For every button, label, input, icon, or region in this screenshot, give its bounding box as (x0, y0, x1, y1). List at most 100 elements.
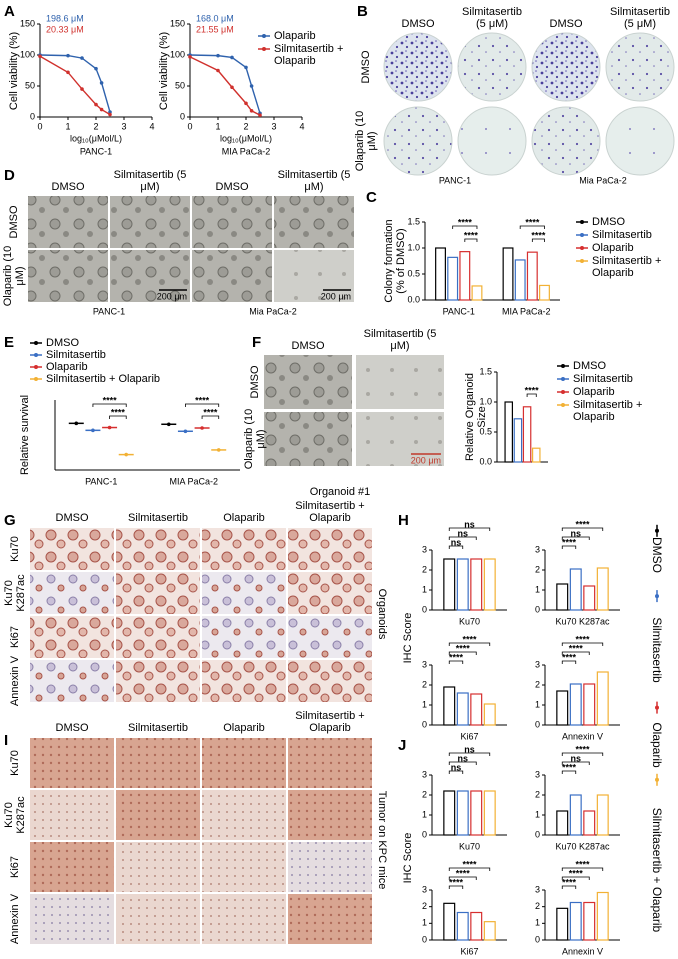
ic50-label: 20.33 μM (46, 24, 84, 34)
legend-marker (655, 777, 659, 782)
micrograph (202, 738, 286, 788)
bar (596, 794, 609, 836)
well-image (531, 106, 601, 176)
micrograph (288, 790, 372, 840)
y-tick-label: 150 (170, 18, 185, 28)
bar (443, 558, 456, 611)
data-point (249, 109, 254, 113)
organoid-title: Organoid #1 (309, 486, 371, 498)
x-tick-label: 1 (65, 121, 70, 131)
bar (514, 259, 526, 301)
significance-label: **** (575, 744, 590, 754)
y-tick-label: 1 (422, 699, 427, 709)
y-tick-label: 50 (25, 80, 35, 90)
y-axis-label: IHC Score (402, 612, 414, 664)
legend-label: DMSO (592, 216, 625, 228)
data-point (74, 421, 79, 426)
data-point (166, 422, 171, 427)
significance-label: **** (569, 643, 584, 653)
row-label: DMSO (8, 205, 20, 239)
significance-bracket (519, 225, 545, 229)
significance-label: **** (525, 385, 540, 395)
scale-bar-label: 200 μm (321, 291, 351, 301)
x-axis-label: Ki67 (460, 731, 478, 741)
data-point (188, 55, 192, 59)
data-point (258, 113, 262, 117)
significance-label: **** (562, 652, 577, 662)
x-tick-label: PANC-1 (85, 476, 117, 486)
bar (569, 568, 582, 611)
y-axis-label: IHC Score (402, 832, 414, 884)
bar (459, 251, 471, 301)
bar (456, 911, 469, 941)
significance-label: **** (575, 634, 590, 644)
significance-label: ns (570, 753, 581, 763)
column-header: Silmitasertib (5 μM) (462, 6, 522, 30)
row-label: Olaparib (10 μM) (243, 408, 267, 470)
x-tick-label: 2 (243, 121, 248, 131)
significance-bracket (561, 527, 604, 531)
y-tick-label: 2 (422, 901, 427, 911)
data-point (249, 84, 254, 88)
y-tick-label: 1.0 (407, 242, 420, 252)
well-image (383, 32, 453, 102)
curve (39, 55, 111, 116)
bar (569, 683, 582, 726)
bar (483, 921, 496, 941)
ic50-label: 168.0 μM (196, 13, 234, 23)
bar (556, 907, 569, 941)
legend-marker (561, 377, 565, 381)
legend-label: Olaparib (592, 242, 634, 254)
micrograph (30, 660, 114, 702)
micrograph (116, 894, 200, 944)
significance-bracket (448, 876, 477, 880)
significance-bracket (452, 225, 478, 229)
side-label: Tumor on KPC mice (376, 790, 388, 890)
significance-label: ns (457, 753, 468, 763)
y-tick-label: 0 (422, 829, 427, 839)
micrograph (30, 894, 114, 944)
significance-label: **** (464, 230, 479, 240)
row-label: Ku70 K287ac (3, 796, 27, 834)
x-tick-label: PANC-1 (443, 306, 475, 316)
x-tick-label: 3 (271, 121, 276, 131)
row-label: Annexin V (9, 655, 21, 707)
micrograph (202, 572, 286, 614)
micrograph (192, 250, 272, 302)
significance-label: **** (203, 407, 218, 417)
y-tick-label: 2 (422, 564, 427, 574)
y-tick-label: 1.5 (407, 216, 420, 226)
x-tick-label: 4 (149, 121, 154, 131)
legend-marker (655, 528, 659, 533)
significance-label: **** (456, 643, 471, 653)
significance-label: **** (449, 877, 464, 887)
significance-bracket (448, 885, 464, 889)
x-axis-label: Annexin V (562, 946, 603, 956)
bar (596, 671, 609, 726)
data-point (183, 429, 188, 434)
legend-label: Silmitasertib + Olaparib (592, 255, 662, 279)
bar (583, 585, 596, 611)
y-tick-label: 3 (422, 884, 427, 894)
significance-bracket (561, 885, 577, 889)
bar (504, 401, 514, 463)
y-tick-label: 1.5 (479, 366, 492, 376)
micrograph (30, 842, 114, 892)
data-point (99, 107, 104, 112)
data-point (80, 56, 84, 60)
significance-bracket (561, 536, 590, 540)
data-point (108, 112, 112, 117)
bar (522, 406, 532, 463)
data-point (107, 425, 112, 430)
significance-bracket (185, 403, 220, 407)
significance-bracket (561, 867, 604, 871)
y-tick-label: 0 (422, 934, 427, 944)
micrograph (30, 528, 114, 570)
significance-bracket (448, 545, 464, 549)
legend-label: Silmitasertib + Olaparib (46, 373, 161, 385)
significance-bracket (526, 393, 537, 397)
y-tick-label: 0.5 (407, 268, 420, 278)
significance-label: ns (451, 537, 462, 547)
panel-label: J (398, 737, 407, 754)
legend-marker (34, 377, 38, 381)
